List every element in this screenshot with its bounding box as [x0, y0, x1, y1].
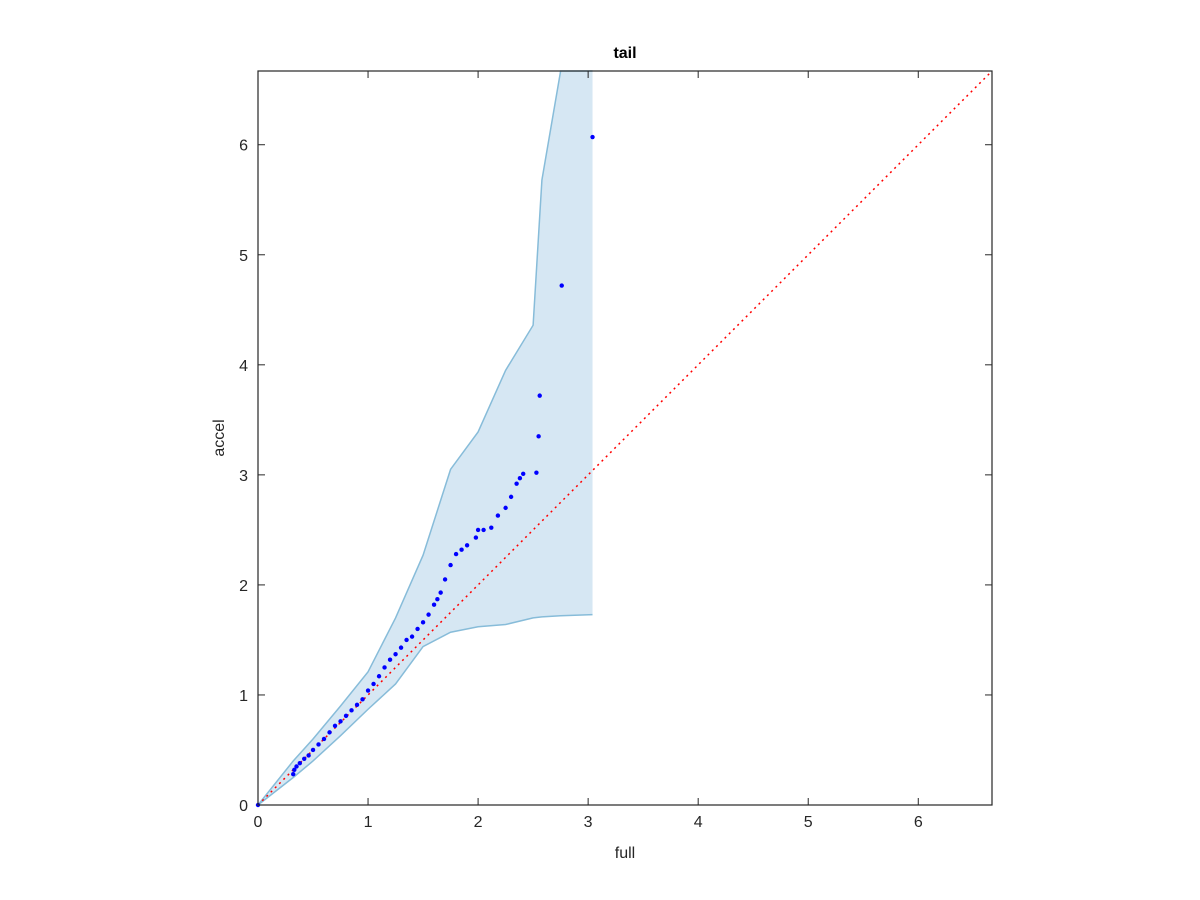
x-tick-label: 6	[914, 814, 923, 831]
x-tick-label: 4	[694, 814, 703, 831]
data-point	[327, 730, 332, 735]
y-tick-label: 6	[239, 138, 248, 155]
data-point	[517, 475, 523, 481]
x-tick-label: 3	[584, 814, 593, 831]
y-tick-label: 0	[239, 798, 248, 815]
y-tick-label: 3	[239, 468, 248, 485]
y-tick-label: 1	[239, 688, 248, 705]
data-point	[404, 637, 409, 643]
data-point	[398, 645, 404, 650]
data-point	[453, 551, 459, 557]
x-axis-label: full	[615, 845, 635, 862]
data-point	[459, 547, 464, 552]
data-point	[376, 674, 382, 679]
data-point	[302, 756, 307, 761]
data-point	[291, 771, 296, 777]
reference-line	[257, 70, 993, 806]
data-point	[537, 393, 542, 398]
data-point	[343, 713, 349, 719]
data-point	[503, 505, 508, 511]
x-tick-label: 2	[474, 814, 483, 831]
data-point	[393, 652, 398, 657]
data-point	[534, 470, 539, 475]
data-point	[349, 708, 354, 713]
data-point	[292, 767, 297, 772]
data-point	[495, 513, 501, 518]
y-tick-label: 4	[239, 358, 248, 375]
band-fill	[258, 71, 593, 805]
data-point	[442, 577, 448, 582]
y-tick-label: 2	[239, 578, 248, 595]
data-point	[316, 742, 321, 747]
axes-box	[257, 70, 993, 806]
data-point	[360, 697, 365, 702]
data-point	[306, 753, 311, 758]
data-point	[310, 747, 316, 753]
data-point	[338, 719, 343, 724]
data-point	[354, 702, 360, 708]
data-point	[475, 527, 481, 533]
chart-title: tail	[613, 45, 636, 62]
band-lower-edge	[257, 613, 593, 806]
data-point	[590, 134, 595, 140]
data-point	[382, 665, 387, 670]
data-point	[332, 723, 338, 728]
data-point	[387, 657, 393, 662]
data-point	[365, 688, 371, 693]
x-tick-label: 5	[804, 814, 813, 831]
data-point	[481, 527, 486, 533]
data-point	[426, 612, 431, 617]
x-tick-label: 0	[254, 814, 263, 831]
data-point	[321, 736, 327, 742]
data-point	[409, 634, 415, 639]
x-tick-label: 1	[364, 814, 373, 831]
data-point	[371, 681, 376, 687]
data-point	[464, 543, 470, 548]
data-point	[415, 626, 420, 632]
data-point	[473, 535, 479, 540]
y-axis-label: accel	[211, 419, 228, 456]
band-upper-edge	[257, 70, 593, 806]
y-tick-label: 5	[239, 248, 248, 265]
data-point	[420, 620, 426, 625]
data-point	[431, 602, 437, 607]
data-point	[521, 471, 526, 476]
data-point	[294, 764, 299, 769]
data-point	[438, 590, 443, 595]
data-point	[514, 481, 519, 486]
data-point	[559, 283, 564, 288]
data-point	[448, 562, 453, 568]
data-point	[435, 597, 440, 602]
data-point	[297, 760, 303, 766]
data-point	[489, 525, 494, 530]
data-point	[508, 494, 514, 500]
data-point	[536, 434, 541, 439]
